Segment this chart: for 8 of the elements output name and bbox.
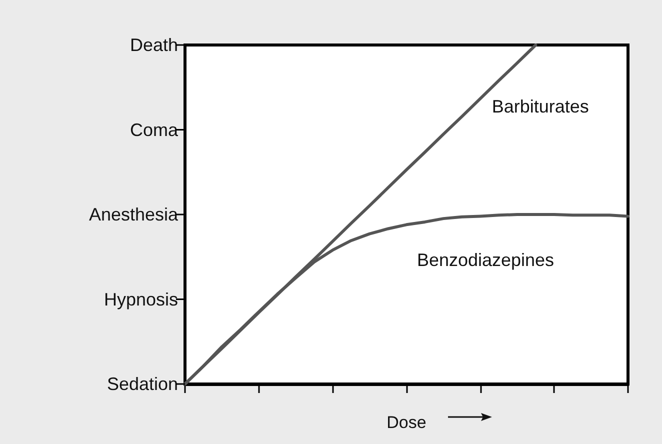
text: Sedation (106, 374, 178, 394)
series-label: Benzodiazepines (416, 250, 554, 270)
series-label: Barbiturates (492, 96, 589, 117)
text: Coma (130, 120, 179, 140)
text: Anesthesia (88, 204, 179, 224)
text: Hypnosis (104, 289, 178, 310)
text: Death (130, 35, 178, 55)
x-axis-title: Dose (386, 413, 426, 432)
